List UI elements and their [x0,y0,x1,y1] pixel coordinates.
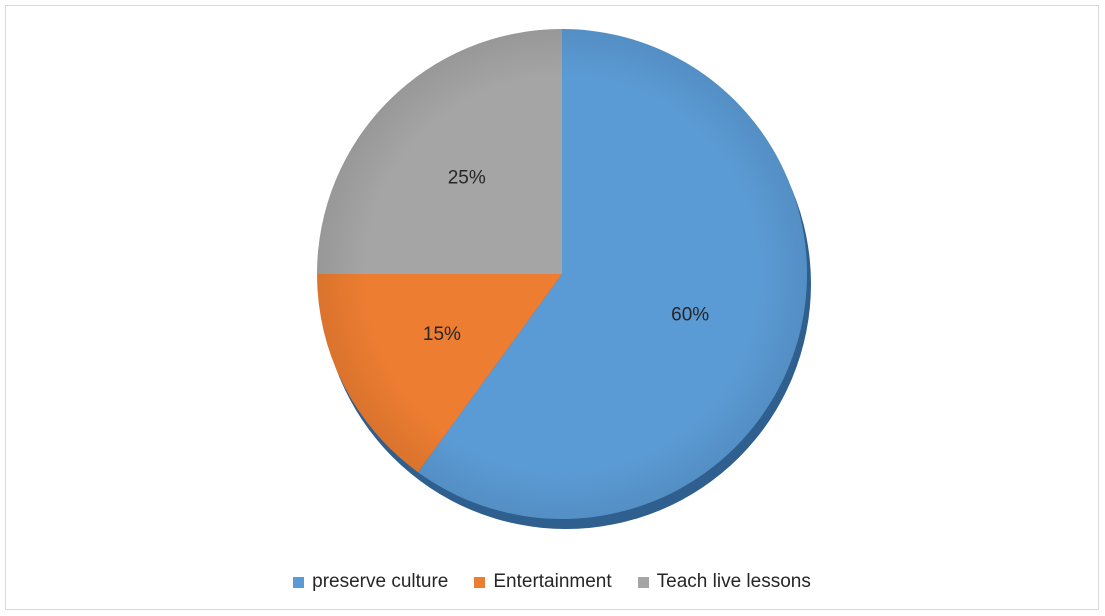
legend-swatch-entertainment [474,576,486,588]
data-label-teach-live-lessons: 25% [448,168,486,189]
legend-item-teach-live-lessons: Teach live lessons [637,571,811,593]
legend-label-teach-live-lessons: Teach live lessons [656,571,811,592]
legend-swatch-preserve-culture [293,576,305,588]
legend-swatch-teach-live-lessons [637,576,649,588]
pie-shading [317,29,807,519]
data-label-entertainment: 15% [423,324,461,345]
legend-label-entertainment: Entertainment [493,571,612,592]
legend-item-entertainment: Entertainment [474,571,612,593]
legend: preserve culture Entertainment Teach liv… [6,571,1098,593]
chart-area: 60% 15% 25% preserve culture Entertainment… [5,5,1099,610]
pie-chart: 60% 15% 25% [317,29,811,529]
legend-label-preserve-culture: preserve culture [312,571,449,592]
legend-item-preserve-culture: preserve culture [293,571,448,593]
data-label-preserve-culture: 60% [671,305,709,326]
